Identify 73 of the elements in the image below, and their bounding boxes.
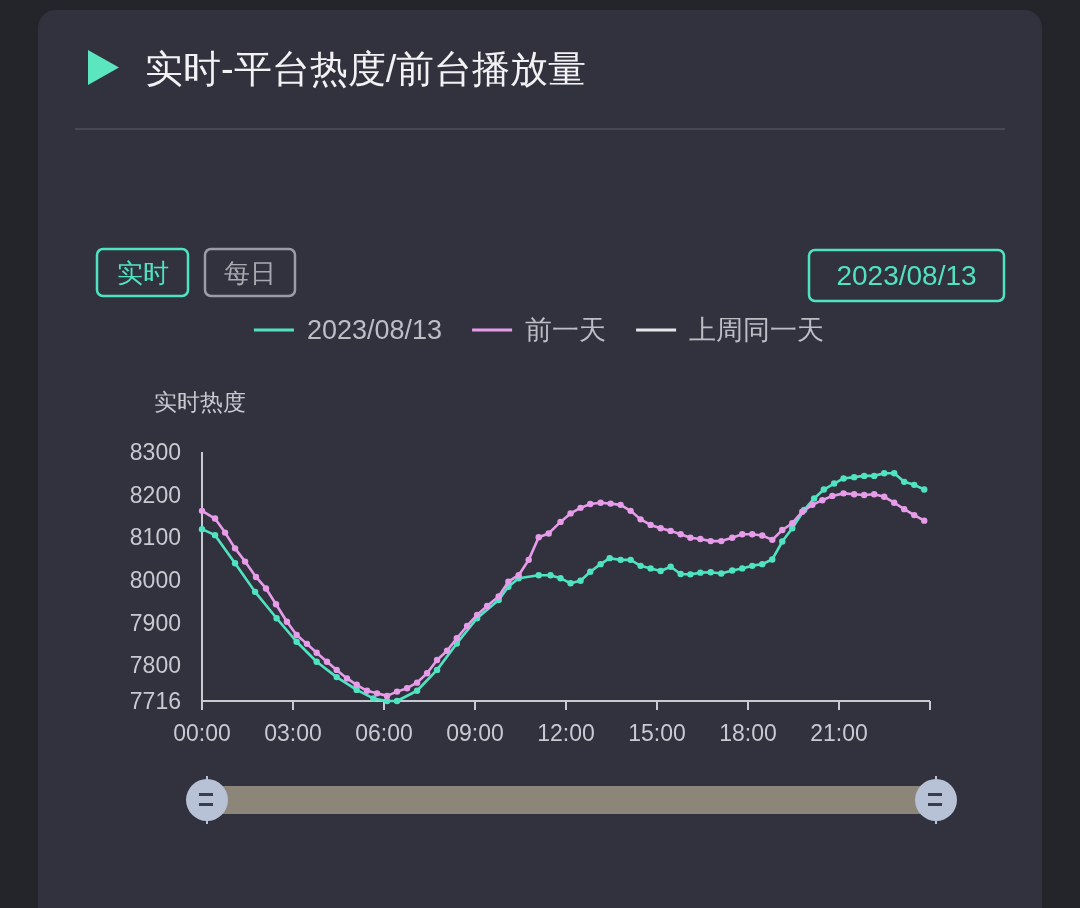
point xyxy=(911,481,918,489)
button-label: 实时 xyxy=(116,257,169,288)
point xyxy=(433,666,441,674)
point xyxy=(273,615,280,622)
point xyxy=(840,475,847,482)
x-tick-label: 00:00 xyxy=(173,720,231,746)
point xyxy=(567,580,574,587)
y-tick-label: 7716 xyxy=(129,688,181,714)
point xyxy=(617,556,624,564)
y-tick-label: 8200 xyxy=(129,481,181,508)
x-tick-label: 09:00 xyxy=(446,720,504,746)
point xyxy=(577,577,584,584)
y-tick-label: 8000 xyxy=(129,566,181,593)
y-tick-label: 7900 xyxy=(129,609,181,636)
point xyxy=(557,575,564,582)
point xyxy=(637,562,644,570)
point xyxy=(677,570,684,578)
x-tick-label: 06:00 xyxy=(355,720,413,746)
point xyxy=(891,470,898,477)
point xyxy=(739,565,746,572)
chart-title: 实时-平台热度/前台播放量 xyxy=(145,48,587,90)
y-tick-label: 8100 xyxy=(129,524,181,551)
x-tick-label: 15:00 xyxy=(628,720,686,746)
button-label: 每日 xyxy=(224,257,276,288)
y-axis-title: 实时热度 xyxy=(154,389,246,415)
point xyxy=(535,572,542,579)
button-label: 2023/08/13 xyxy=(836,260,977,291)
point xyxy=(870,472,878,480)
point xyxy=(749,562,756,570)
point xyxy=(231,560,239,567)
point xyxy=(718,570,725,577)
x-tick-label: 12:00 xyxy=(537,720,595,746)
point xyxy=(779,538,786,545)
point xyxy=(627,556,634,564)
point xyxy=(881,470,888,477)
point xyxy=(667,563,674,570)
legend-label: 上周同一天 xyxy=(689,315,825,345)
point xyxy=(251,588,259,596)
point xyxy=(759,560,766,568)
point xyxy=(333,673,340,681)
point xyxy=(687,571,694,578)
legend-label: 2023/08/13 xyxy=(306,315,443,345)
point xyxy=(198,525,206,533)
point xyxy=(707,569,714,576)
legend-label: 前一天 xyxy=(525,315,607,345)
point xyxy=(820,486,828,493)
point xyxy=(647,565,654,572)
point xyxy=(597,560,604,568)
point xyxy=(547,572,554,579)
point xyxy=(830,480,838,487)
point xyxy=(901,478,908,486)
point xyxy=(729,567,736,574)
point xyxy=(211,531,219,539)
point xyxy=(370,695,377,702)
x-tick-label: 18:00 xyxy=(719,720,777,746)
x-tick-label: 03:00 xyxy=(264,720,322,746)
point xyxy=(587,568,594,576)
point xyxy=(293,638,300,645)
point xyxy=(769,556,776,563)
point xyxy=(850,473,858,481)
point xyxy=(657,567,664,575)
point xyxy=(697,569,704,576)
y-tick-label: 7800 xyxy=(129,652,181,679)
y-tick-label: 8300 xyxy=(129,439,181,465)
point xyxy=(810,495,818,502)
x-tick-label: 21:00 xyxy=(810,720,868,746)
point xyxy=(413,687,421,694)
point xyxy=(393,697,401,705)
point xyxy=(606,554,613,562)
point xyxy=(313,658,320,665)
point xyxy=(921,486,928,493)
point xyxy=(353,686,360,694)
point xyxy=(860,472,868,480)
